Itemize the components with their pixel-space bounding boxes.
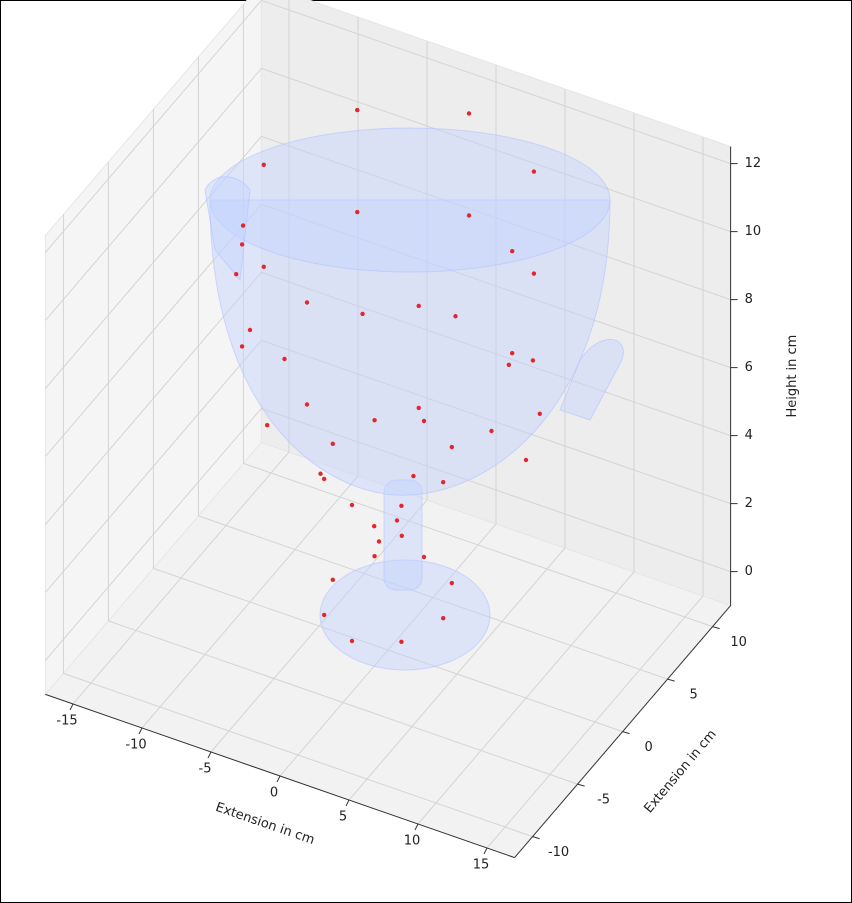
point (422, 419, 426, 423)
point (422, 555, 426, 559)
z-tick-label: 0 (745, 564, 753, 579)
point (322, 477, 326, 481)
point (538, 412, 542, 416)
point (240, 344, 244, 348)
point (524, 458, 528, 462)
point (372, 418, 376, 422)
point (331, 578, 335, 582)
y-tick-label: 5 (689, 688, 697, 703)
point (399, 504, 403, 508)
point (240, 242, 244, 246)
point (265, 423, 269, 427)
x-tick-label: 10 (404, 834, 421, 849)
point (531, 358, 535, 362)
point (241, 223, 245, 227)
point (395, 518, 399, 522)
point (331, 442, 335, 446)
x-tick-label: -15 (56, 714, 77, 729)
page: {"chart_data": {"type": "scatter3d", "xl… (0, 0, 852, 903)
x-tick-label: -5 (199, 762, 212, 777)
point (234, 272, 238, 276)
x-tick-label: 5 (339, 810, 347, 825)
point (441, 616, 445, 620)
point (282, 357, 286, 361)
point (450, 581, 454, 585)
point (355, 108, 359, 112)
rim (210, 128, 610, 272)
x-tick-label: 15 (473, 858, 490, 873)
z-tick-label: 10 (745, 224, 762, 239)
point (467, 111, 471, 115)
point (377, 539, 381, 543)
point (262, 265, 266, 269)
point (305, 402, 309, 406)
y-tick-label: 0 (644, 740, 652, 755)
z-tick-label: 12 (745, 156, 762, 171)
point (467, 213, 471, 217)
z-tick-label: 2 (745, 496, 753, 511)
y-tick-label: -5 (597, 793, 610, 808)
point (350, 639, 354, 643)
point (489, 429, 493, 433)
point (532, 169, 536, 173)
point (417, 304, 421, 308)
z-tick-label: 6 (745, 360, 753, 375)
point (262, 163, 266, 167)
point (453, 314, 457, 318)
point (322, 613, 326, 617)
y-tick-label: 10 (730, 635, 747, 650)
point (510, 249, 514, 253)
point (372, 524, 376, 528)
x-tick-label: -10 (125, 738, 146, 753)
point (318, 472, 322, 476)
chart: -15-10-5051015-10-50510024681012Extensio… (0, 0, 852, 903)
z-tick-label: 4 (745, 428, 753, 443)
point (400, 534, 404, 538)
point (532, 271, 536, 275)
point (411, 474, 415, 478)
point (248, 328, 252, 332)
point (305, 300, 309, 304)
point (510, 351, 514, 355)
point (372, 554, 376, 558)
z-tick-label: 8 (745, 292, 753, 307)
z-axis-label: Height in cm (785, 335, 800, 418)
point (450, 445, 454, 449)
point (360, 312, 364, 316)
point (350, 503, 354, 507)
point (399, 640, 403, 644)
point (507, 363, 511, 367)
x-tick-label: 0 (270, 786, 278, 801)
point (441, 480, 445, 484)
point (355, 210, 359, 214)
y-tick-label: -10 (548, 845, 569, 860)
point (417, 406, 421, 410)
